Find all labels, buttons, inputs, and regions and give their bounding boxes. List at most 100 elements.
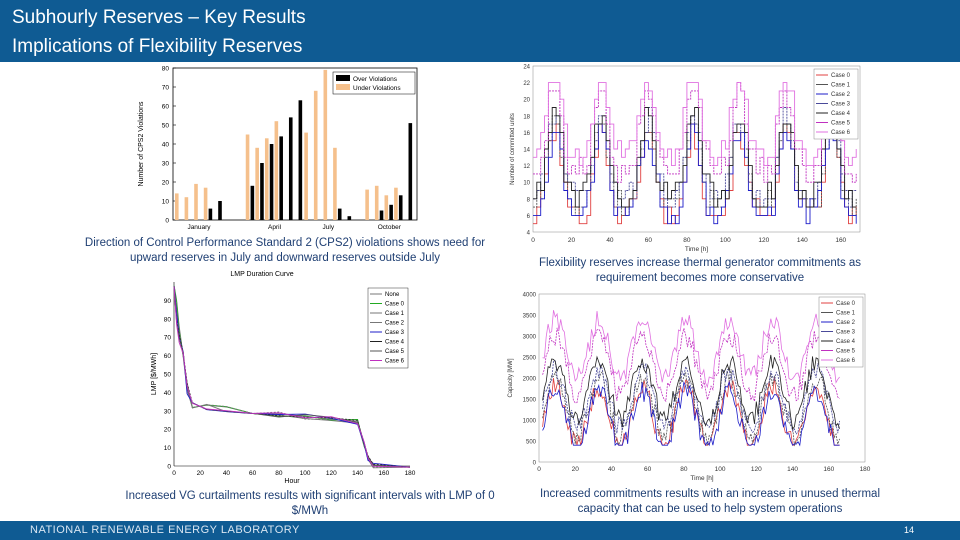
commit-series-line xyxy=(533,82,857,183)
lmp-legend-label: Case 0 xyxy=(385,302,405,308)
cps2-under-bar xyxy=(304,132,308,220)
commit-legend-label: Case 5 xyxy=(831,121,851,127)
lmp-legend-label: Case 3 xyxy=(385,330,405,336)
cap-x-tick-label: 180 xyxy=(860,466,871,473)
cps2-over-bar xyxy=(269,144,274,220)
commit-x-tick-label: 80 xyxy=(683,237,691,244)
cps2-over-bar xyxy=(379,210,384,220)
cps2-month-label: July xyxy=(323,224,335,231)
cap-y-axis-label: Capacity [MW] xyxy=(508,358,514,397)
lmp-legend-label: Case 4 xyxy=(385,340,405,346)
cps2-legend-label: Under Violations xyxy=(353,85,401,92)
cps2-over-bar xyxy=(398,195,403,220)
cap-x-tick-label: 0 xyxy=(537,466,541,473)
commit-y-tick-label: 14 xyxy=(523,148,530,154)
slide-footer: NATIONAL RENEWABLE ENERGY LABORATORY 14 xyxy=(0,521,960,540)
cps2-over-bar xyxy=(298,100,303,220)
page-number: 14 xyxy=(903,525,914,535)
cap-legend-label: Case 0 xyxy=(836,301,856,307)
lmp-y-tick-label: 80 xyxy=(164,316,172,323)
cps2-over-bar xyxy=(288,117,293,220)
lmp-y-tick-label: 10 xyxy=(164,445,172,452)
cps2-legend-swatch xyxy=(336,84,350,90)
cps2-under-bar xyxy=(184,197,189,220)
commit-y-tick-label: 4 xyxy=(527,231,531,237)
lmp-x-tick-label: 120 xyxy=(326,470,337,477)
cap-legend-label: Case 1 xyxy=(836,311,856,317)
unused-capacity-chart: 0 500 1000 1500 2000 2500 3000 3500 4000 0 20 40 60 8… xyxy=(505,288,875,484)
footer-organization: NATIONAL RENEWABLE ENERGY LABORATORY xyxy=(30,524,300,536)
commit-series-line xyxy=(533,107,857,208)
cps2-over-bar xyxy=(218,201,222,220)
commit-legend-label: Case 4 xyxy=(831,111,851,117)
caption-commitments: Flexibility reserves increase thermal ge… xyxy=(538,257,862,284)
cap-y-tick-label: 1500 xyxy=(523,398,537,404)
lmp-y-tick-label: 90 xyxy=(164,298,172,305)
cps2-over-bar xyxy=(250,185,255,220)
cps2-under-bar xyxy=(365,189,369,220)
cps2-y-tick-label: 70 xyxy=(162,85,170,92)
cps2-over-bar xyxy=(408,123,413,220)
cap-legend-label: Case 5 xyxy=(836,349,856,355)
cap-series-line xyxy=(542,369,840,447)
cps2-y-tick-label: 10 xyxy=(162,199,170,206)
commit-y-tick-label: 8 xyxy=(527,197,531,203)
lmp-legend-label: None xyxy=(385,292,400,298)
cap-y-tick-label: 500 xyxy=(526,440,537,446)
commit-legend-label: Case 6 xyxy=(831,130,851,136)
lmp-legend-label: Case 5 xyxy=(385,349,405,355)
cap-series-line xyxy=(542,310,840,389)
cps2-over-bar xyxy=(208,208,213,220)
cps2-under-bar xyxy=(264,138,269,220)
cap-x-tick-label: 100 xyxy=(715,466,726,473)
commit-x-axis-label: Time [h] xyxy=(685,246,708,253)
commit-x-tick-label: 120 xyxy=(758,237,769,244)
cps2-legend-box xyxy=(332,71,416,95)
cap-legend-label: Case 2 xyxy=(836,320,856,326)
commit-y-tick-label: 18 xyxy=(523,114,530,120)
cps2-month-label: April xyxy=(268,224,282,231)
lmp-x-tick-label: 80 xyxy=(275,470,283,477)
lmp-legend-label: Case 2 xyxy=(385,321,405,327)
cps2-over-bar xyxy=(279,136,283,220)
cps2-under-bar xyxy=(313,90,318,220)
cap-x-tick-label: 140 xyxy=(787,466,798,473)
cap-x-tick-label: 20 xyxy=(572,466,580,473)
lmp-x-tick-label: 60 xyxy=(249,470,257,477)
cps2-under-bar xyxy=(394,187,398,220)
lmp-x-tick-label: 140 xyxy=(352,470,363,477)
lmp-series-line xyxy=(173,286,411,468)
cap-y-tick-label: 0 xyxy=(533,461,537,467)
cps2-month-label: October xyxy=(378,224,402,231)
cap-x-tick-label: 80 xyxy=(680,466,688,473)
lmp-chart-title: LMP Duration Curve xyxy=(230,271,293,278)
lmp-x-tick-label: 160 xyxy=(378,470,389,477)
commit-x-tick-label: 160 xyxy=(835,237,846,244)
cap-y-tick-label: 1000 xyxy=(523,419,537,425)
commit-x-tick-label: 0 xyxy=(531,237,535,244)
cps2-under-bar xyxy=(323,69,328,221)
caption-lmp: Increased VG curtailments results with s… xyxy=(125,490,495,517)
lmp-x-tick-label: 0 xyxy=(172,470,176,477)
cps2-violations-chart: 0 10 20 30 40 50 60 70 80 Number of CPS2 Violatio… xyxy=(135,62,425,234)
lmp-legend-label: Case 1 xyxy=(385,311,405,317)
cps2-under-bar xyxy=(175,193,179,220)
commit-y-tick-label: 10 xyxy=(523,181,530,187)
lmp-x-tick-label: 100 xyxy=(300,470,311,477)
caption-cps2: Direction of Control Performance Standar… xyxy=(84,237,486,264)
cap-series-line xyxy=(542,354,840,431)
cap-series-line xyxy=(542,360,840,435)
commit-x-tick-label: 40 xyxy=(606,237,614,244)
cap-y-tick-label: 2000 xyxy=(523,377,537,383)
commit-legend-label: Case 3 xyxy=(831,102,851,108)
lmp-x-tick-label: 180 xyxy=(405,470,416,477)
cap-plot-frame xyxy=(538,293,866,463)
lmp-duration-chart: LMP Duration Curve 0 10 20 30 40 50 60 70 80 90 0 20… xyxy=(150,268,420,484)
lmp-y-tick-label: 30 xyxy=(164,408,172,415)
cps2-y-tick-label: 60 xyxy=(162,104,170,111)
cps2-y-tick-label: 30 xyxy=(162,161,170,168)
cap-x-tick-label: 160 xyxy=(823,466,834,473)
commit-y-tick-label: 24 xyxy=(523,65,530,71)
cps2-y-tick-label: 50 xyxy=(162,123,170,130)
commit-x-tick-label: 140 xyxy=(797,237,808,244)
